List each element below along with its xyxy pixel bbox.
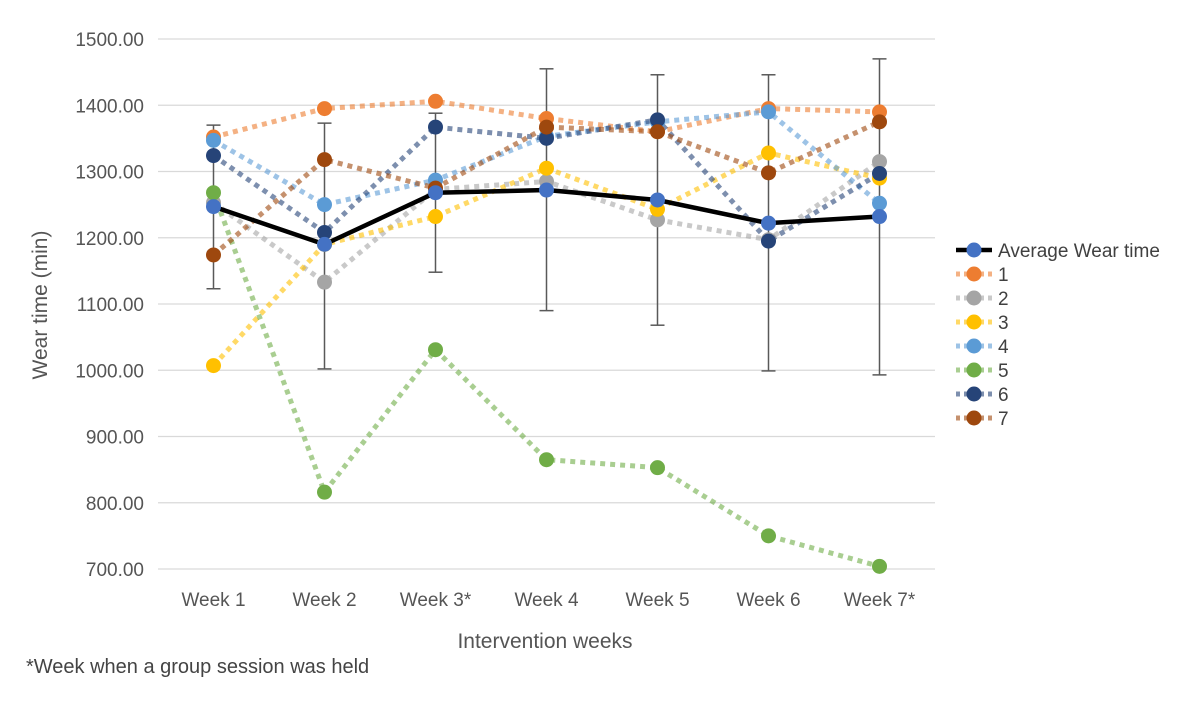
data-point (317, 152, 332, 168)
legend-swatch-marker (966, 290, 982, 306)
data-point (317, 224, 332, 240)
y-tick-label: 800.00 (86, 494, 144, 515)
y-tick-label: 1400.00 (75, 96, 144, 117)
legend-label: Average Wear time (998, 241, 1160, 262)
legend-label: 5 (998, 361, 1009, 382)
y-tick-label: 1500.00 (75, 30, 144, 51)
data-point (539, 119, 554, 135)
x-axis-title: Intervention weeks (457, 630, 632, 653)
data-point (761, 233, 776, 249)
data-point (650, 460, 665, 476)
data-point (761, 145, 776, 161)
y-axis-ticks: 700.00 800.00 900.00 1000.00 1100.00 1200.00 1… (75, 30, 144, 581)
data-point (650, 212, 665, 228)
data-point (317, 274, 332, 290)
data-point (872, 195, 887, 211)
data-point (317, 197, 332, 213)
data-point (872, 558, 887, 574)
data-point (206, 358, 221, 374)
legend-label: 6 (998, 385, 1009, 406)
data-point (206, 148, 221, 164)
error-bars (206, 58, 887, 376)
data-point (872, 154, 887, 170)
x-axis-ticks: Week 1 Week 2 Week 3* Week 4 Week 5 Week 6 Wee… (181, 590, 915, 611)
data-point (317, 484, 332, 500)
y-axis-title: Wear time (min) (29, 231, 52, 380)
y-tick-label: 1200.00 (75, 229, 144, 250)
x-tick-label: Week 2 (292, 590, 356, 611)
legend-swatch-marker (966, 242, 982, 258)
data-point (650, 112, 665, 128)
data-point (428, 93, 443, 109)
data-point (761, 165, 776, 181)
legend-label: 4 (998, 337, 1009, 358)
footnote: *Week when a group session was held (26, 656, 370, 678)
x-tick-label: Week 7* (844, 590, 916, 611)
data-point (650, 192, 665, 208)
x-tick-label: Week 6 (736, 590, 800, 611)
data-point (428, 342, 443, 358)
legend-swatch-marker (966, 386, 982, 402)
legend-label: 7 (998, 409, 1009, 430)
data-point (539, 130, 554, 146)
y-tick-label: 1000.00 (75, 361, 144, 382)
legend-label: 2 (998, 289, 1009, 310)
data-point (206, 247, 221, 263)
data-point (206, 199, 221, 215)
legend-swatch-marker (966, 266, 982, 282)
data-point (761, 215, 776, 231)
x-tick-label: Week 5 (625, 590, 689, 611)
data-point (761, 104, 776, 120)
data-point (317, 101, 332, 117)
y-tick-label: 1300.00 (75, 163, 144, 184)
legend-swatch-marker (966, 362, 982, 378)
data-point (428, 185, 443, 201)
data-point (206, 132, 221, 148)
x-tick-label: Week 3* (400, 590, 472, 611)
data-point (539, 182, 554, 198)
data-point (317, 236, 332, 252)
data-point (539, 160, 554, 176)
data-point (206, 185, 221, 201)
data-point (872, 165, 887, 181)
y-tick-label: 1100.00 (77, 295, 144, 316)
data-point (539, 452, 554, 468)
legend-swatch-marker (966, 314, 982, 330)
data-point (650, 124, 665, 140)
x-tick-label: Week 4 (514, 590, 579, 611)
legend-label: 1 (998, 265, 1009, 286)
y-tick-label: 900.00 (86, 428, 144, 449)
x-tick-label: Week 1 (181, 590, 245, 611)
data-point (761, 528, 776, 544)
data-point (428, 209, 443, 225)
data-point (428, 119, 443, 135)
legend-swatch-marker (966, 338, 982, 354)
legend-label: 3 (998, 313, 1009, 334)
legend-swatch-marker (966, 410, 982, 426)
data-point (872, 209, 887, 225)
data-point (872, 114, 887, 130)
series-markers (206, 93, 887, 574)
legend: Average Wear time 1 2 3 4 5 6 7 (956, 241, 1160, 430)
y-tick-label: 700.00 (86, 560, 144, 581)
